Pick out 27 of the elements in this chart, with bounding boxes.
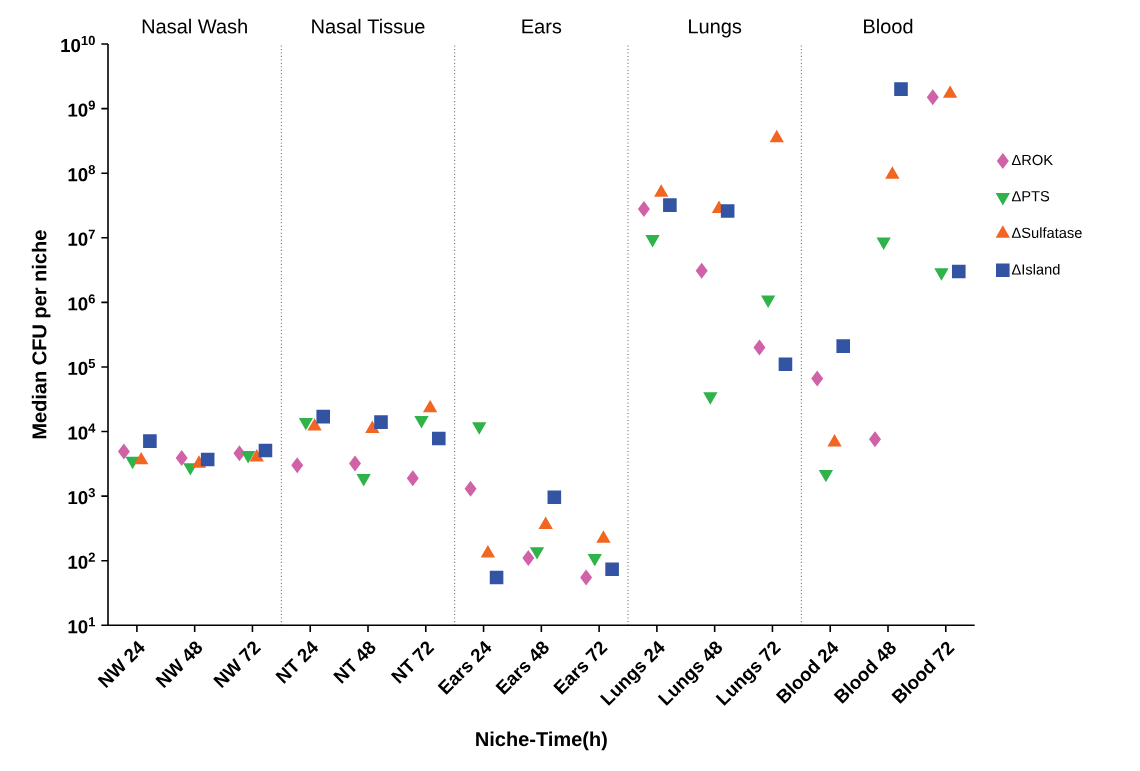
legend-label: ΔIsland <box>1011 264 1060 275</box>
y-tick-label: 10$^{4}$ <box>68 423 96 440</box>
y-tick-label: 10$^{1}$ <box>68 617 96 634</box>
x-tick-label: NT 72 <box>390 641 435 684</box>
legend-label: ΔSulfatase <box>1011 227 1082 239</box>
x-axis-title: Niche-Time(h) <box>476 731 607 751</box>
y-tick-label: 10$^{3}$ <box>68 488 95 505</box>
text: Blood <box>864 19 913 34</box>
y-tick-label: 10$^{10}$ <box>61 36 95 53</box>
y-axis-title: Median CFU per niche <box>31 230 51 439</box>
y-tick-label: 10$^{8}$ <box>68 165 96 182</box>
y-tick-label: 10$^{7}$ <box>68 229 95 247</box>
legend-label: ΔROK <box>1011 154 1053 166</box>
text: Ears <box>522 19 562 34</box>
y-tick-label: 10$^{5}$ <box>68 359 96 376</box>
text: Nasal Tissue <box>312 19 425 34</box>
x-tick-label: NW 24 <box>97 640 145 689</box>
text: Lungs <box>689 19 742 38</box>
y-tick-label: 10$^{6}$ <box>68 294 95 311</box>
x-tick-label: NW 48 <box>155 641 203 689</box>
legend-label: ΔPTS <box>1011 191 1050 202</box>
y-tick-label: 10$^{2}$ <box>68 552 95 570</box>
x-tick-label: NW 72 <box>213 641 262 689</box>
x-tick-label: NT 24 <box>275 641 319 684</box>
text: Nasal Wash <box>142 19 247 34</box>
x-tick-label: NT 48 <box>333 641 376 684</box>
y-tick-label: 10$^{9}$ <box>68 100 95 117</box>
